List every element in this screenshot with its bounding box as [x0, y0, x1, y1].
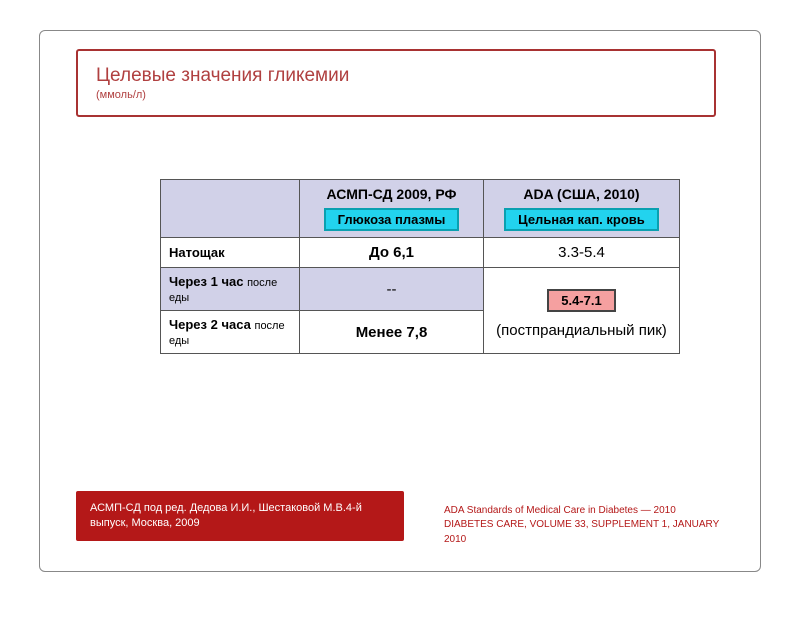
row2-label-a: Через 1 час	[169, 274, 243, 289]
row2-label: Через 1 час после еды	[161, 268, 300, 311]
row1-label: Натощак	[161, 238, 300, 268]
footer-right: ADA Standards of Medical Care in Diabete…	[444, 504, 724, 548]
col1-header: АСМП-СД 2009, РФ Глюкоза плазмы	[300, 180, 484, 238]
col1-badge: Глюкоза плазмы	[324, 208, 460, 231]
title-box: Целевые значения гликемии (ммоль/л)	[76, 49, 716, 117]
col2-header-text: ADA (США, 2010)	[492, 186, 671, 202]
row1-val2: 3.3-5.4	[483, 238, 679, 268]
glycemia-table: АСМП-СД 2009, РФ Глюкоза плазмы ADA (США…	[160, 179, 680, 354]
title-main: Целевые значения гликемии	[96, 65, 696, 87]
col2-badge: Цельная кап. кровь	[504, 208, 659, 231]
footer-left: АСМП-СД под ред. Дедова И.И., Шестаковой…	[76, 491, 404, 541]
ada-peak-note: (постпрандиальный пик)	[492, 322, 671, 339]
slide-frame: Целевые значения гликемии (ммоль/л) АСМП…	[39, 30, 761, 572]
title-sub: (ммоль/л)	[96, 89, 696, 101]
row1-val1: До 6,1	[300, 238, 484, 268]
row3-label-a: Через 2 часа	[169, 317, 251, 332]
corner-cell	[161, 180, 300, 238]
col2-header: ADA (США, 2010) Цельная кап. кровь	[483, 180, 679, 238]
ada-range-badge: 5.4-7.1	[547, 289, 615, 312]
col1-header-text: АСМП-СД 2009, РФ	[308, 186, 475, 202]
row3-label: Через 2 часа после еды	[161, 311, 300, 354]
row2-val1: --	[300, 268, 484, 311]
row3-val1: Менее 7,8	[300, 311, 484, 354]
ada-merged-cell: 5.4-7.1 (постпрандиальный пик)	[483, 268, 679, 354]
